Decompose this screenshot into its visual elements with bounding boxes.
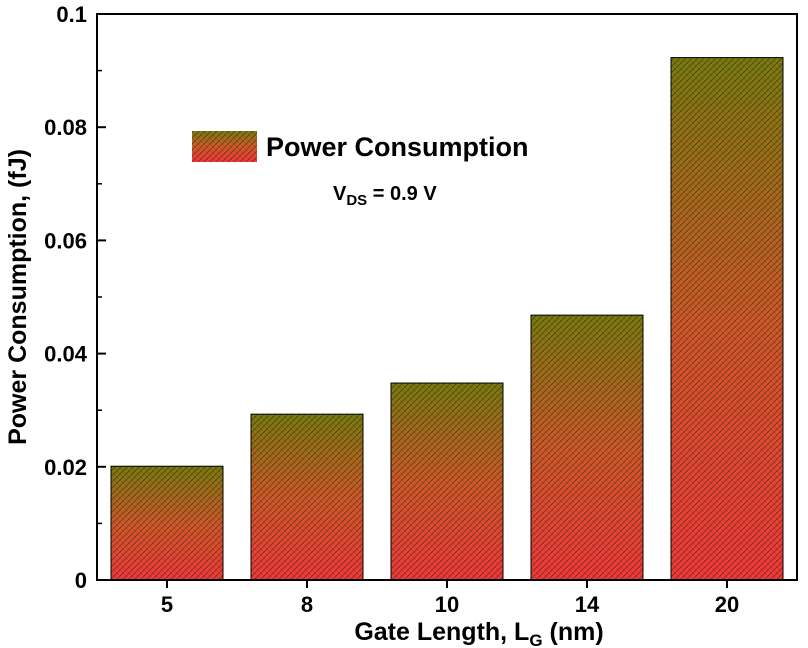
- x-axis-title-subscript: G: [529, 631, 542, 648]
- bar-20: [670, 57, 784, 581]
- vds-annotation-subscript: DS: [346, 192, 367, 209]
- x-axis-title-main: Gate Length, L: [354, 618, 529, 646]
- x-axis-title-tail: (nm): [543, 618, 604, 646]
- x-tick-label-5: 5: [161, 592, 173, 617]
- x-tick-label-10: 10: [435, 592, 459, 617]
- bar-5: [110, 465, 224, 581]
- bar-hatch-14: [530, 314, 644, 581]
- bar-10: [390, 382, 504, 581]
- y-axis-ticks: 0 0.02 0.04 0.06 0.08 0.1: [44, 2, 106, 593]
- x-tick-label-8: 8: [301, 592, 313, 617]
- y-axis-title: Power Consumption, (fJ): [4, 149, 32, 445]
- bar-hatch-5: [110, 465, 224, 581]
- y-tick-label-0.02: 0.02: [44, 455, 87, 480]
- y-tick-label-0.04: 0.04: [44, 342, 88, 367]
- y-tick-label-0: 0: [75, 568, 87, 593]
- y-tick-label-0.06: 0.06: [44, 228, 87, 253]
- bar-hatch-20: [670, 57, 784, 581]
- legend-swatch-hatch: [192, 131, 257, 162]
- legend: Power Consumption: [192, 131, 529, 162]
- bar-hatch-8: [250, 413, 364, 581]
- x-axis-ticks: 5 8 10 14 20: [161, 580, 739, 617]
- y-tick-label-0.1: 0.1: [56, 2, 87, 27]
- bar-hatch-10: [390, 382, 504, 581]
- bar-8: [250, 413, 364, 581]
- bar-14: [530, 314, 644, 581]
- x-tick-label-14: 14: [575, 592, 600, 617]
- vds-annotation-tail: = 0.9 V: [367, 183, 437, 205]
- x-tick-label-20: 20: [715, 592, 739, 617]
- vds-annotation-main: V: [333, 183, 347, 205]
- y-tick-label-0.08: 0.08: [44, 115, 87, 140]
- x-axis-title: Gate Length, LG (nm): [354, 618, 603, 648]
- vds-annotation: VDS = 0.9 V: [333, 183, 437, 209]
- bars-group: [110, 57, 784, 581]
- legend-label: Power Consumption: [266, 132, 529, 162]
